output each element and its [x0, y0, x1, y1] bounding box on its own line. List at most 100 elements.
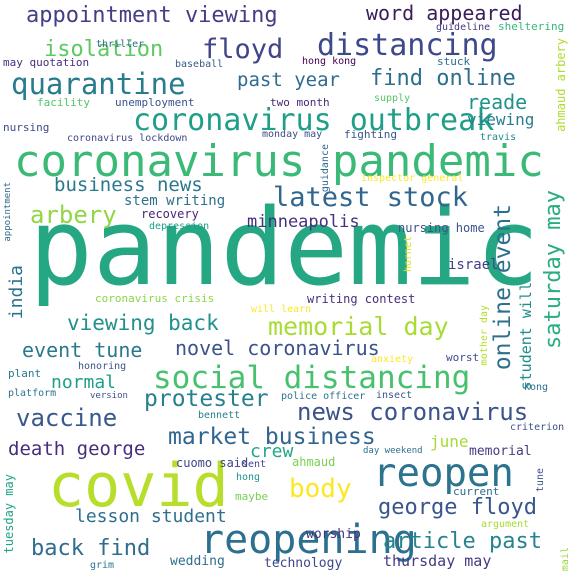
word-technology: technology	[264, 556, 343, 571]
word-minneapolis: minneapolis	[247, 212, 360, 232]
word-depression: depression	[149, 221, 210, 232]
word-viewing: viewing	[467, 110, 535, 129]
word-sheltering: sheltering	[498, 20, 565, 33]
word-mail: mail	[560, 547, 571, 572]
word-maybe: maybe	[235, 490, 269, 503]
word-hornet: hornet	[403, 236, 414, 273]
word-police-officer: police officer	[281, 391, 366, 402]
word-ahmaud-arbery: ahmaud arbery	[554, 38, 568, 132]
word-appointment-viewing: appointment viewing	[26, 3, 278, 28]
word-argument: argument	[481, 519, 530, 530]
word-unemployment: unemployment	[115, 96, 195, 109]
word-inspector-general: inspector general	[361, 173, 464, 184]
word-arbery: arbery	[30, 201, 117, 229]
word-past-year: past year	[237, 69, 340, 91]
word-day-weekend: day weekend	[363, 446, 423, 456]
word-facility: facility	[37, 96, 90, 109]
word-news-coronavirus: news coronavirus	[297, 398, 529, 426]
word-lesson-student: lesson student	[75, 506, 227, 527]
word-body: body	[289, 474, 352, 504]
word-israel: israel	[448, 257, 499, 273]
word-may-quotation: may quotation	[3, 56, 90, 69]
word-normal: normal	[51, 372, 117, 393]
word-word-appeared: word appeared	[366, 1, 523, 25]
word-vaccine: vaccine	[16, 404, 118, 432]
word-june: june	[430, 432, 469, 451]
word-insect: insect	[376, 390, 413, 401]
word-market-business: market business	[168, 424, 376, 450]
word-tune: tune	[535, 468, 546, 493]
word-coronavirus-crisis: coronavirus crisis	[95, 292, 215, 305]
word-plant: plant	[8, 367, 42, 380]
word-novel-coronavirus: novel coronavirus	[175, 336, 380, 360]
word-criterion: criterion	[510, 422, 565, 433]
word-honoring: honoring	[78, 361, 127, 372]
word-crew: crew	[250, 441, 294, 462]
word-travis: travis	[480, 132, 517, 143]
word-coronavirus-pandemic: coronavirus pandemic	[14, 136, 544, 187]
word-find-online: find online	[370, 66, 516, 91]
word-tuesday-may: tuesday may	[2, 474, 16, 554]
word-back-find: back find	[31, 536, 151, 561]
word-current: current	[453, 485, 500, 498]
word-memorial-day: memorial day	[268, 312, 449, 341]
word-thriller: thriller	[96, 39, 145, 50]
word-appointment: appointment	[3, 182, 13, 242]
word-grim: grim	[90, 560, 115, 571]
word-stuck: stuck	[437, 55, 471, 68]
word-two-month: two month	[270, 96, 330, 109]
word-quarantine: quarantine	[11, 67, 186, 101]
word-bennett: bennett	[198, 410, 241, 421]
word-hong-kong: hong kong	[302, 56, 357, 67]
word-thursday-may: thursday may	[383, 552, 492, 570]
word-kong: kong	[524, 382, 549, 393]
word-anxiety: anxiety	[371, 354, 414, 365]
word-pandemic: pandemic	[29, 186, 540, 309]
word-coronavirus-outbreak: coronavirus outbreak	[133, 103, 495, 138]
word-floyd: floyd	[202, 34, 284, 65]
word-protester: protester	[144, 386, 269, 412]
word-covid: covid	[48, 451, 229, 521]
word-reopen: reopen	[373, 451, 514, 496]
word-platform: platform	[8, 388, 57, 399]
word-nursing: nursing	[3, 121, 50, 134]
word-monday-may: monday may	[262, 129, 323, 140]
word-article-past: article past	[383, 529, 542, 554]
word-hong: hong	[236, 472, 261, 483]
word-george-floyd: george floyd	[378, 495, 537, 520]
word-cuomo-said: cuomo said	[176, 456, 249, 470]
word-latest-stock: latest stock	[273, 182, 469, 213]
word-mother-day: mother day	[479, 305, 490, 366]
word-will-learn: will learn	[251, 304, 312, 315]
word-online-event: online event	[490, 204, 516, 371]
word-worship: worship	[306, 527, 361, 542]
word-distancing: distancing	[317, 28, 498, 63]
word-fighting: fighting	[344, 128, 397, 141]
word-guidance: guidance	[320, 144, 331, 193]
word-recovery: recovery	[141, 207, 199, 221]
word-death-george: death george	[8, 438, 146, 460]
word-isolation: isolation	[44, 37, 164, 62]
word-guideline: guideline	[436, 22, 491, 33]
word-india: india	[6, 265, 27, 320]
word-saturday-may: saturday may	[541, 190, 566, 349]
word-writing-contest: writing contest	[307, 292, 416, 306]
word-baseball: baseball	[175, 59, 224, 70]
word-wedding: wedding	[170, 554, 225, 569]
word-memorial: memorial	[469, 444, 532, 459]
word-viewing-back: viewing back	[67, 311, 219, 335]
word-ahmaud: ahmaud	[292, 455, 336, 469]
word-coronavirus-lockdown: coronavirus lockdown	[67, 133, 188, 144]
word-supply: supply	[374, 93, 411, 104]
word-nursing-home: nursing home	[398, 221, 485, 235]
word-reopening: reopening	[200, 517, 417, 563]
word-student-will: student will	[517, 282, 535, 391]
word-version: version	[90, 391, 128, 401]
word-reade: reade	[467, 90, 528, 114]
word-social-distancing: social distancing	[153, 360, 471, 396]
word-worst: worst	[446, 351, 480, 364]
word-business-news: business news	[54, 174, 203, 196]
word-event-tune: event tune	[22, 338, 143, 362]
word-sent: sent	[242, 459, 267, 470]
